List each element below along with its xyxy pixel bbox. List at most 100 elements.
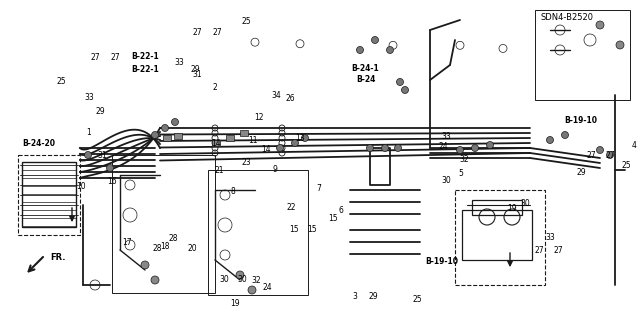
Text: 25: 25 xyxy=(412,295,422,304)
Text: 13: 13 xyxy=(294,134,305,143)
Circle shape xyxy=(152,131,159,138)
Circle shape xyxy=(596,146,604,153)
Text: 6: 6 xyxy=(339,206,344,215)
Text: 27: 27 xyxy=(90,53,100,62)
Circle shape xyxy=(248,286,256,294)
Text: 4: 4 xyxy=(631,141,636,150)
Circle shape xyxy=(486,142,493,149)
Text: 26: 26 xyxy=(285,94,296,103)
Circle shape xyxy=(397,78,403,85)
Text: B-24: B-24 xyxy=(356,75,375,84)
Text: 24: 24 xyxy=(262,283,273,292)
Text: 31: 31 xyxy=(192,70,202,79)
Circle shape xyxy=(291,139,298,146)
Text: 2: 2 xyxy=(212,83,217,92)
Bar xyxy=(163,135,171,141)
Circle shape xyxy=(301,135,308,142)
Text: 27: 27 xyxy=(110,53,120,62)
Text: B-22-1: B-22-1 xyxy=(131,65,159,74)
Text: 25: 25 xyxy=(621,161,631,170)
Text: 28: 28 xyxy=(152,244,161,253)
Circle shape xyxy=(381,145,388,152)
Circle shape xyxy=(151,276,159,284)
Text: 5: 5 xyxy=(458,169,463,178)
Bar xyxy=(18,155,80,235)
Text: 30: 30 xyxy=(520,199,530,208)
Bar xyxy=(240,130,248,136)
Text: 1: 1 xyxy=(86,128,91,137)
Text: 25: 25 xyxy=(241,17,252,26)
Text: 33: 33 xyxy=(441,132,451,141)
Bar xyxy=(535,10,630,100)
Text: 21: 21 xyxy=(214,166,223,175)
Bar xyxy=(462,210,532,260)
Text: 9: 9 xyxy=(273,165,278,174)
Text: 29: 29 xyxy=(95,107,106,115)
Text: 32: 32 xyxy=(251,276,261,285)
Circle shape xyxy=(356,47,364,54)
Bar xyxy=(112,155,215,293)
Text: 20: 20 xyxy=(187,244,197,253)
Bar xyxy=(208,170,308,295)
Circle shape xyxy=(607,152,614,159)
Text: 34: 34 xyxy=(271,91,282,100)
Text: 27: 27 xyxy=(605,151,616,160)
Text: 16: 16 xyxy=(107,177,117,186)
Text: 17: 17 xyxy=(122,238,132,247)
Text: 27: 27 xyxy=(553,246,563,255)
Text: 29: 29 xyxy=(369,292,379,300)
Circle shape xyxy=(472,145,479,152)
Circle shape xyxy=(561,131,568,138)
Circle shape xyxy=(141,261,149,269)
Text: FR.: FR. xyxy=(50,254,65,263)
Text: B-19-10: B-19-10 xyxy=(425,257,458,266)
Text: B-19-10: B-19-10 xyxy=(564,116,597,125)
Text: 24: 24 xyxy=(438,142,449,151)
Text: 30: 30 xyxy=(219,275,229,284)
Circle shape xyxy=(276,145,284,152)
Text: 25: 25 xyxy=(56,77,67,86)
Text: 31: 31 xyxy=(97,151,107,160)
Text: 15: 15 xyxy=(307,225,317,234)
Text: 8: 8 xyxy=(230,187,236,196)
Text: 30: 30 xyxy=(237,275,247,284)
Text: 22: 22 xyxy=(287,203,296,212)
Text: 27: 27 xyxy=(534,246,545,255)
Text: 29: 29 xyxy=(577,168,587,177)
Text: 12: 12 xyxy=(254,113,263,122)
Text: 33: 33 xyxy=(84,93,95,102)
Text: 7: 7 xyxy=(316,184,321,193)
Bar xyxy=(174,133,182,139)
Text: 19: 19 xyxy=(507,204,517,213)
Text: B-24-20: B-24-20 xyxy=(22,139,55,148)
Text: SDN4-B2520: SDN4-B2520 xyxy=(541,13,594,22)
Circle shape xyxy=(456,146,463,153)
Text: 14: 14 xyxy=(211,139,221,148)
Text: 30: 30 xyxy=(442,176,452,185)
Text: 33: 33 xyxy=(545,233,556,242)
Text: 27: 27 xyxy=(586,151,596,160)
Text: B-24-1: B-24-1 xyxy=(351,64,380,73)
Bar xyxy=(212,140,220,146)
Bar xyxy=(455,190,545,285)
Text: 3: 3 xyxy=(353,292,358,301)
Text: 18: 18 xyxy=(161,242,170,251)
Circle shape xyxy=(106,165,113,172)
Circle shape xyxy=(401,86,408,93)
Bar xyxy=(472,200,522,215)
Circle shape xyxy=(394,145,401,152)
Circle shape xyxy=(371,36,378,43)
Circle shape xyxy=(84,152,92,159)
Text: 33: 33 xyxy=(174,58,184,67)
Text: B-22-1: B-22-1 xyxy=(131,52,159,61)
Circle shape xyxy=(161,124,168,131)
Bar xyxy=(226,135,234,141)
Text: 27: 27 xyxy=(212,28,223,37)
Text: 15: 15 xyxy=(328,214,338,223)
Circle shape xyxy=(596,21,604,29)
Text: 23: 23 xyxy=(241,158,252,167)
Circle shape xyxy=(236,271,244,279)
Text: 28: 28 xyxy=(168,234,177,243)
Text: 27: 27 xyxy=(193,28,203,37)
Text: 10: 10 xyxy=(76,182,86,191)
